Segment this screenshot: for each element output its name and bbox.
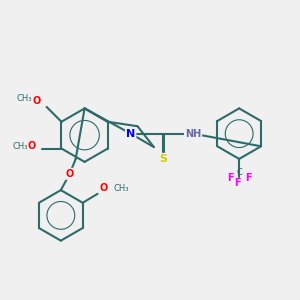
Text: N: N — [126, 129, 135, 139]
Text: CH₃: CH₃ — [12, 142, 28, 151]
Text: F: F — [245, 173, 251, 183]
Text: NH: NH — [185, 129, 201, 139]
Text: CH₃: CH₃ — [16, 94, 32, 103]
Text: F: F — [234, 178, 241, 188]
Text: O: O — [32, 96, 40, 106]
Text: S: S — [159, 154, 167, 164]
Text: O: O — [28, 140, 36, 151]
Text: O: O — [99, 183, 108, 193]
Text: O: O — [66, 169, 74, 179]
Text: CH₃: CH₃ — [114, 184, 129, 193]
Text: F: F — [227, 173, 234, 183]
Text: C: C — [236, 168, 242, 177]
